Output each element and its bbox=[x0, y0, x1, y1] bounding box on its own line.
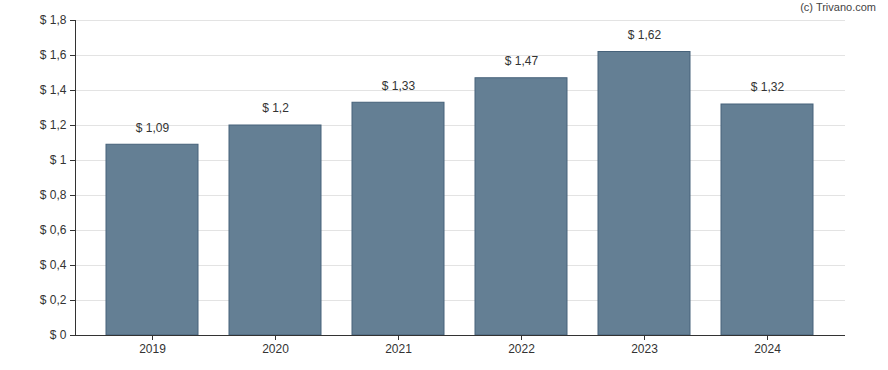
svg-text:2021: 2021 bbox=[385, 342, 412, 356]
svg-text:$ 1,2: $ 1,2 bbox=[40, 118, 67, 132]
svg-text:$ 1,09: $ 1,09 bbox=[136, 121, 170, 135]
svg-text:$ 1,6: $ 1,6 bbox=[40, 48, 67, 62]
svg-text:2024: 2024 bbox=[754, 342, 781, 356]
svg-text:$ 1,4: $ 1,4 bbox=[40, 83, 67, 97]
svg-text:$ 0,6: $ 0,6 bbox=[40, 223, 67, 237]
svg-text:$ 1,62: $ 1,62 bbox=[628, 28, 662, 42]
svg-text:2020: 2020 bbox=[262, 342, 289, 356]
svg-text:$ 0,2: $ 0,2 bbox=[40, 293, 67, 307]
svg-text:$ 1,47: $ 1,47 bbox=[505, 54, 539, 68]
svg-text:$ 0,4: $ 0,4 bbox=[40, 258, 67, 272]
svg-text:2022: 2022 bbox=[508, 342, 535, 356]
svg-text:$ 1: $ 1 bbox=[50, 153, 67, 167]
svg-text:2019: 2019 bbox=[139, 342, 166, 356]
svg-text:$ 1,2: $ 1,2 bbox=[262, 101, 289, 115]
svg-text:2023: 2023 bbox=[631, 342, 658, 356]
svg-text:$ 0,8: $ 0,8 bbox=[40, 188, 67, 202]
html-text:(c) Trivano.com: (c) Trivano.com bbox=[800, 1, 876, 13]
svg-text:$ 0: $ 0 bbox=[50, 328, 67, 342]
svg-text:$ 1,8: $ 1,8 bbox=[40, 13, 67, 27]
svg-text:$ 1,32: $ 1,32 bbox=[751, 80, 785, 94]
svg-text:$ 1,33: $ 1,33 bbox=[382, 79, 416, 93]
